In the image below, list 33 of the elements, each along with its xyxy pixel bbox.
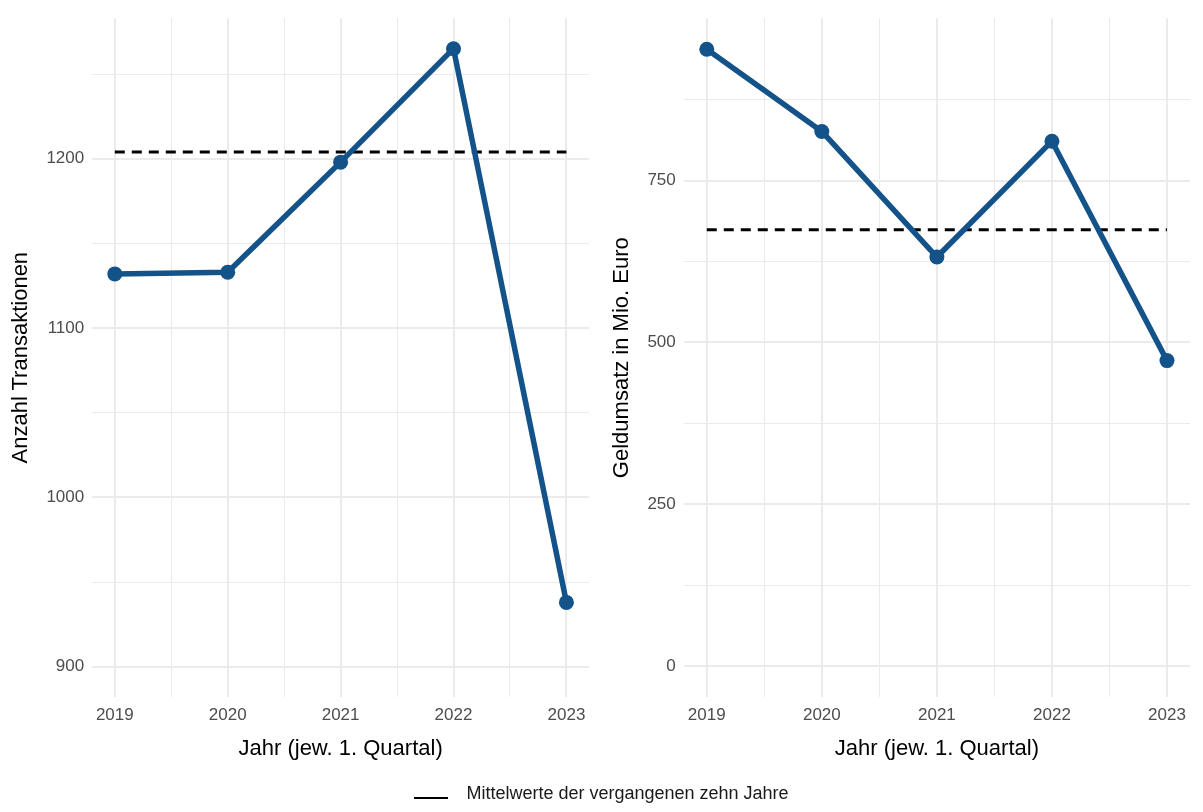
y-tick-label: 1200 — [46, 148, 85, 168]
x-tick-label: 2021 — [321, 705, 360, 725]
x-tick-label: 2022 — [1033, 705, 1071, 725]
y-axis-title: Geldumsatz in Mio. Euro — [608, 237, 634, 479]
x-axis-title: Jahr (jew. 1. Quartal) — [834, 734, 1039, 760]
x-tick-label: 2021 — [917, 705, 956, 725]
y-tick-label: 900 — [55, 656, 85, 676]
point — [929, 249, 945, 265]
y-tick-label: 1100 — [47, 317, 85, 337]
y-tick-label: 1000 — [46, 487, 85, 507]
y-tick-label: 0 — [666, 655, 676, 675]
x-axis-title: Jahr (jew. 1. Quartal) — [238, 734, 443, 760]
x-tick-label: 2023 — [547, 705, 586, 725]
y-axis-title: Anzahl Transaktionen — [7, 251, 33, 464]
point — [220, 264, 236, 280]
x-tick-label: 2020 — [208, 705, 247, 725]
point — [333, 154, 349, 170]
point — [814, 123, 830, 139]
y-tick-label: 750 — [647, 170, 676, 190]
point — [446, 41, 462, 57]
x-tick-label: 2020 — [802, 705, 841, 725]
x-tick-label: 2022 — [434, 705, 473, 725]
y-tick-label: 250 — [647, 494, 676, 513]
x-tick-label: 2019 — [95, 705, 134, 725]
legend-label: Mittelwerte der vergangenen zehn Jahre — [465, 782, 789, 804]
point — [107, 266, 123, 282]
point — [1044, 133, 1060, 149]
y-tick-label: 500 — [647, 332, 676, 352]
x-tick-label: 2019 — [687, 705, 726, 725]
point — [1159, 353, 1175, 369]
point — [699, 41, 715, 57]
point — [558, 594, 574, 610]
x-tick-label: 2023 — [1148, 705, 1186, 725]
